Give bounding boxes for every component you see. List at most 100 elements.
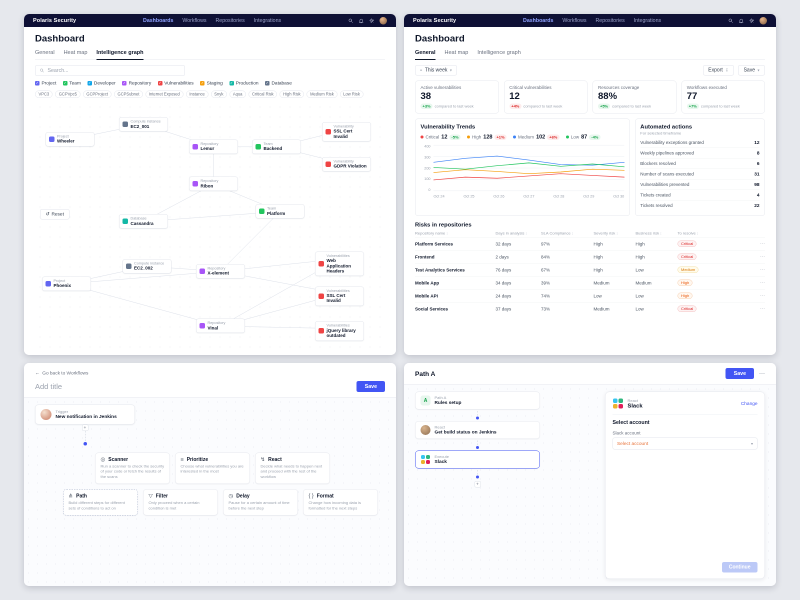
search-input[interactable]: Search... <box>35 65 185 76</box>
row-menu-icon[interactable]: ⋯ <box>760 254 765 260</box>
legend-item[interactable]: Project <box>35 81 56 86</box>
nav-item[interactable]: Integrations <box>253 17 282 24</box>
nav-item[interactable]: Workflows <box>182 17 207 24</box>
row-menu-icon[interactable]: ⋯ <box>760 280 765 286</box>
gear-icon[interactable] <box>749 18 755 24</box>
add-step-button[interactable]: + <box>474 481 481 488</box>
graph-node[interactable]: Team Backend <box>252 139 301 154</box>
row-menu-icon[interactable]: ⋯ <box>760 267 765 273</box>
legend-item[interactable]: Developer <box>87 81 116 86</box>
graph-node[interactable]: Team Platform <box>255 204 305 219</box>
table-row[interactable]: Test Analytics Services 76 days 67% High… <box>415 263 765 276</box>
nav-item[interactable]: Dashboards <box>523 17 554 24</box>
user-avatar[interactable] <box>759 16 767 25</box>
legend-item[interactable]: Vulnerabilities <box>157 81 194 86</box>
filter-chip[interactable]: GCPVpc5 <box>55 90 81 98</box>
nav-item[interactable]: Dashboards <box>143 17 174 24</box>
nav-item[interactable]: Workflows <box>562 17 587 24</box>
tab[interactable]: Intelligence graph <box>96 50 144 60</box>
row-menu-icon[interactable]: ⋯ <box>760 293 765 299</box>
graph-node[interactable]: Repository X-element <box>196 263 245 279</box>
trigger-card[interactable]: Trigger New notification in Jenkins <box>35 404 135 425</box>
gear-icon[interactable] <box>369 18 375 24</box>
period-select[interactable]: ≡ This week ▾ <box>415 65 457 76</box>
add-step-button[interactable]: + <box>81 424 89 431</box>
intelligence-graph-canvas[interactable]: Project Wheeler Compute instance EC2_001 <box>35 102 385 351</box>
action-card[interactable]: ⋔ Path Build different steps for differe… <box>63 489 138 516</box>
more-options-icon[interactable]: ⋯ <box>759 370 765 377</box>
change-link[interactable]: Change <box>740 400 758 407</box>
table-row[interactable]: Platform Services 32 days 97% High High … <box>415 237 765 250</box>
graph-node[interactable]: Vulnerabilities SSL Cert Invalid <box>315 286 364 306</box>
column-header[interactable]: Repository name <box>415 231 496 236</box>
filter-chip[interactable]: High Risk <box>279 90 305 98</box>
graph-node[interactable]: Repository Lemur <box>189 139 238 154</box>
tab[interactable]: Intelligence graph <box>477 49 521 56</box>
legend-item[interactable]: Team <box>62 81 81 86</box>
export-button[interactable]: Export ↧ <box>702 65 735 76</box>
workflow-step[interactable]: A Path A Rules setup <box>415 391 540 410</box>
bell-icon[interactable] <box>738 18 745 24</box>
action-card[interactable]: ▽ Filter Only proceed when a certain con… <box>143 489 218 516</box>
graph-node[interactable]: Vulnerability SSL Cert Invalid <box>322 121 371 142</box>
graph-node[interactable]: Database Cassandra <box>119 214 168 229</box>
slack-account-select[interactable]: Select account ▾ <box>612 437 758 450</box>
filter-chip[interactable]: Snyk <box>210 90 227 98</box>
filter-chip[interactable]: VPC3 <box>35 90 53 98</box>
row-menu-icon[interactable]: ⋯ <box>760 306 765 312</box>
workflow-step[interactable]: Execute Slack <box>415 450 540 469</box>
graph-node[interactable]: Compute instance EC2_002 <box>122 258 172 274</box>
reset-button[interactable]: ↺ Reset <box>40 209 70 220</box>
path-canvas[interactable]: A Path A Rules setup <box>404 384 776 586</box>
tab[interactable]: Heat map <box>63 49 88 56</box>
filter-chip[interactable]: Instance <box>185 90 209 98</box>
graph-node[interactable]: Vulnerabilities jQuery library outdated <box>315 321 364 341</box>
search-icon[interactable] <box>348 18 354 24</box>
continue-button[interactable]: Continue <box>721 562 758 573</box>
action-card[interactable]: { } Format Change how incoming data is f… <box>303 489 378 516</box>
graph-node[interactable]: Repository Ribon <box>189 176 238 192</box>
graph-node[interactable]: Project Phoenix <box>42 276 91 291</box>
filter-chip[interactable]: Low Risk <box>339 90 364 98</box>
legend-item[interactable]: Repository <box>122 81 151 86</box>
graph-node[interactable]: Compute instance EC2_001 <box>119 116 168 132</box>
column-header[interactable]: Business risk <box>636 231 678 236</box>
column-header[interactable]: SLA Compliance <box>541 231 594 236</box>
user-avatar[interactable] <box>379 16 387 25</box>
workflow-canvas[interactable]: Trigger New notification in Jenkins + ◎ … <box>24 397 396 586</box>
action-card[interactable]: ◎ Scanner Run a scanner to check the sec… <box>95 452 170 485</box>
action-card[interactable]: ↯ React Decide what needs to happen next… <box>255 452 330 485</box>
filter-chip[interactable]: GCPProject <box>82 90 112 98</box>
workflow-title-input[interactable]: Add title <box>35 382 63 391</box>
tab[interactable]: General <box>415 50 436 60</box>
filter-chip[interactable]: Critical Risk <box>248 90 278 98</box>
legend-item[interactable]: Production <box>229 81 259 86</box>
graph-node[interactable]: Project Wheeler <box>45 131 95 147</box>
legend-item[interactable]: Staging <box>200 81 223 86</box>
tab[interactable]: Heat map <box>444 49 469 56</box>
graph-node[interactable]: Vulnerability GDPR Violation <box>322 156 371 172</box>
column-header[interactable]: Severity risk <box>594 231 636 236</box>
legend-item[interactable]: Database <box>265 81 292 86</box>
table-row[interactable]: Mobile API 24 days 74% Low Low High ⋯ <box>415 289 765 302</box>
graph-node[interactable]: Repository Vinal <box>196 318 245 334</box>
filter-chip[interactable]: Internet Exposed <box>145 90 184 98</box>
table-row[interactable]: Mobile App 34 days 39% Medium Medium Hig… <box>415 276 765 289</box>
table-row[interactable]: Frontend 2 days 84% High High Critical ⋯ <box>415 250 765 263</box>
filter-chip[interactable]: Aqua <box>229 90 246 98</box>
table-row[interactable]: Social Services 37 days 73% Medium Low C… <box>415 302 765 315</box>
nav-item[interactable]: Repositories <box>215 17 245 24</box>
bell-icon[interactable] <box>358 18 365 24</box>
save-button[interactable]: Save <box>725 368 754 379</box>
save-button[interactable]: Save ▾ <box>738 65 765 76</box>
graph-node[interactable]: Vulnerabilities Web Application Headers <box>315 251 364 277</box>
nav-item[interactable]: Repositories <box>595 17 625 24</box>
save-button[interactable]: Save <box>356 381 385 392</box>
action-card[interactable]: ◷ Delay Pause for a certain amount of ti… <box>223 489 298 516</box>
filter-chip[interactable]: Medium Risk <box>306 90 338 98</box>
action-card[interactable]: ≡ Prioritize Choose what vulnerabilities… <box>175 452 250 485</box>
nav-item[interactable]: Integrations <box>633 17 662 24</box>
row-menu-icon[interactable]: ⋯ <box>760 241 765 247</box>
column-header[interactable]: To resolve <box>678 231 727 236</box>
workflow-step[interactable]: React Get build status on Jenkins <box>415 421 540 439</box>
